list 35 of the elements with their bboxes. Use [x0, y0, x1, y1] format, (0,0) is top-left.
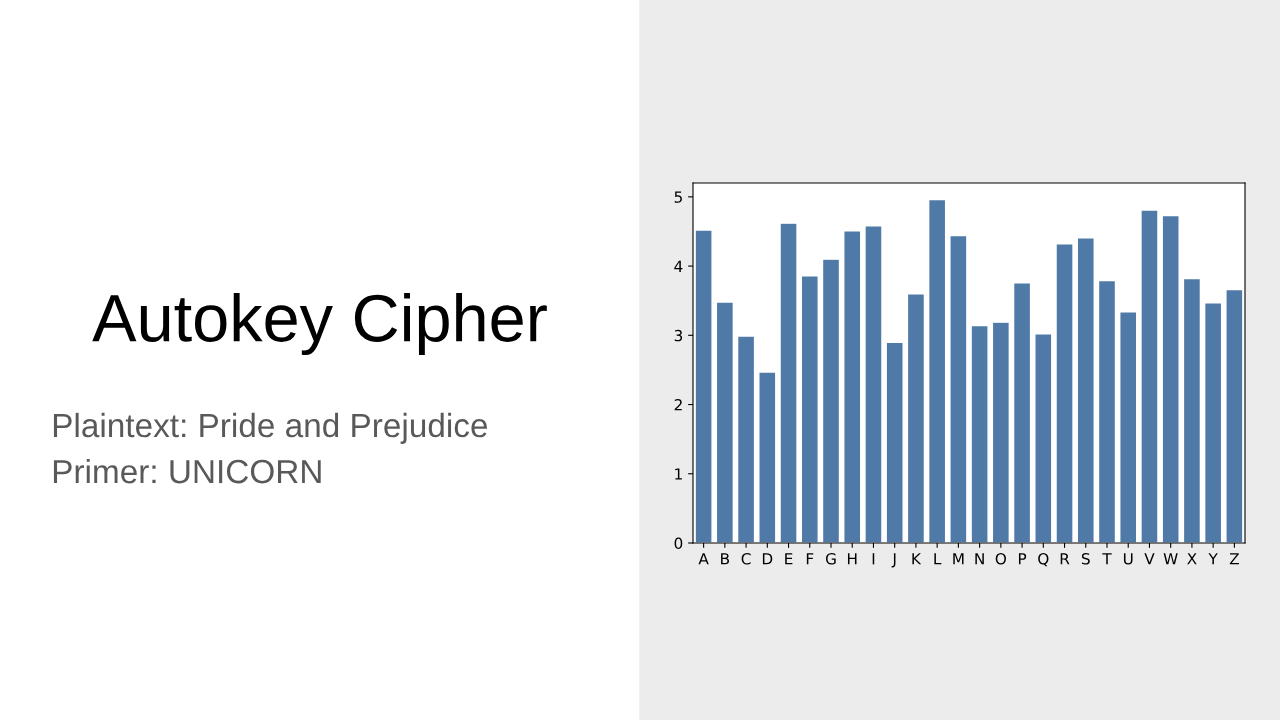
x-tick-label: A	[698, 553, 709, 565]
x-tick-label: R	[1060, 553, 1070, 565]
x-tick-label: N	[975, 553, 984, 565]
x-tick-label: D	[762, 553, 773, 565]
y-tick-label: 5	[674, 191, 682, 203]
x-tick-label: V	[1144, 553, 1155, 565]
x-tick-label: O	[995, 552, 1006, 565]
x-tick-label: S	[1081, 552, 1090, 565]
x-tick-label: C	[741, 552, 751, 565]
text: Primer: UNICORN	[53, 458, 321, 484]
y-tick-label: 3	[674, 329, 683, 342]
x-tick-label: T	[1102, 553, 1112, 565]
x-tick-label: H	[847, 553, 857, 565]
x-tick-label: Z	[1229, 553, 1239, 565]
y-tick-label: 0	[674, 537, 683, 550]
x-tick-label: E	[785, 553, 793, 565]
x-tick-label: W	[1163, 553, 1178, 565]
x-tick-label: I	[872, 553, 875, 565]
x-tick-label: L	[934, 553, 942, 565]
text: Plaintext: Pride and Prejudice	[53, 412, 488, 444]
x-tick-label: U	[1123, 553, 1133, 565]
y-tick-label: 4	[674, 260, 683, 272]
text: Autokey Cipher	[92, 292, 547, 356]
x-tick-label: Q	[1038, 552, 1049, 567]
x-tick-label: F	[806, 553, 814, 565]
x-tick-label: K	[912, 553, 922, 565]
x-tick-label: M	[953, 553, 964, 565]
y-tick-label: 1	[675, 468, 682, 480]
y-tick-label: 2	[674, 399, 682, 411]
x-tick-label: X	[1187, 553, 1197, 565]
x-tick-label: Y	[1208, 553, 1218, 565]
x-tick-label: J	[891, 553, 896, 568]
x-tick-label: P	[1018, 553, 1027, 565]
x-tick-label: G	[825, 552, 836, 565]
x-tick-label: B	[721, 553, 730, 565]
